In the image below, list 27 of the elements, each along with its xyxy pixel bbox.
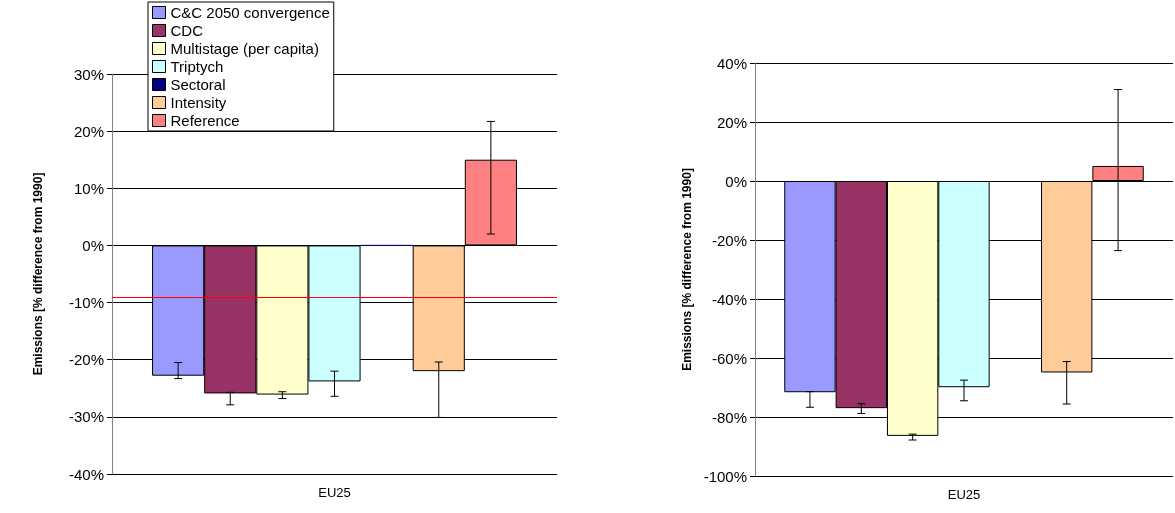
y-tick-label: -60% bbox=[711, 349, 747, 367]
y-tick-label: 40% bbox=[716, 54, 747, 72]
legend-label: Sectoral bbox=[170, 76, 226, 93]
y-tick-label: -80% bbox=[711, 408, 747, 426]
legend-label: Triptych bbox=[170, 58, 224, 75]
y-tick-label: 0% bbox=[82, 236, 104, 254]
y-tick-label: -40% bbox=[711, 290, 747, 308]
y-tick-label: -20% bbox=[711, 231, 747, 249]
y-tick-label: 10% bbox=[73, 179, 104, 197]
y-tick-label: -10% bbox=[68, 294, 104, 312]
y-tick-label: 20% bbox=[73, 122, 104, 140]
y-tick-label: 20% bbox=[716, 113, 747, 131]
y-tick-label: -40% bbox=[68, 465, 104, 483]
x-tick-label: EU25 bbox=[318, 485, 351, 500]
legend-label: Multistage (per capita) bbox=[170, 40, 319, 57]
legend-label: C&C 2050 convergence bbox=[170, 4, 330, 21]
y-axis-title: Emissions [% difference from 1990] bbox=[679, 168, 694, 371]
y-tick-label: 30% bbox=[73, 65, 104, 83]
y-tick-label: 0% bbox=[725, 172, 747, 190]
legend-label: CDC bbox=[170, 22, 204, 39]
y-tick-label: -20% bbox=[68, 351, 104, 369]
y-axis-title: Emissions [% difference from 1990] bbox=[31, 172, 45, 376]
y-tick-label: -100% bbox=[703, 467, 747, 485]
x-tick-label: EU25 bbox=[947, 487, 981, 502]
legend-label: Intensity bbox=[170, 94, 227, 111]
y-tick-label: -30% bbox=[68, 408, 104, 426]
legend-label: Reference bbox=[170, 112, 240, 129]
